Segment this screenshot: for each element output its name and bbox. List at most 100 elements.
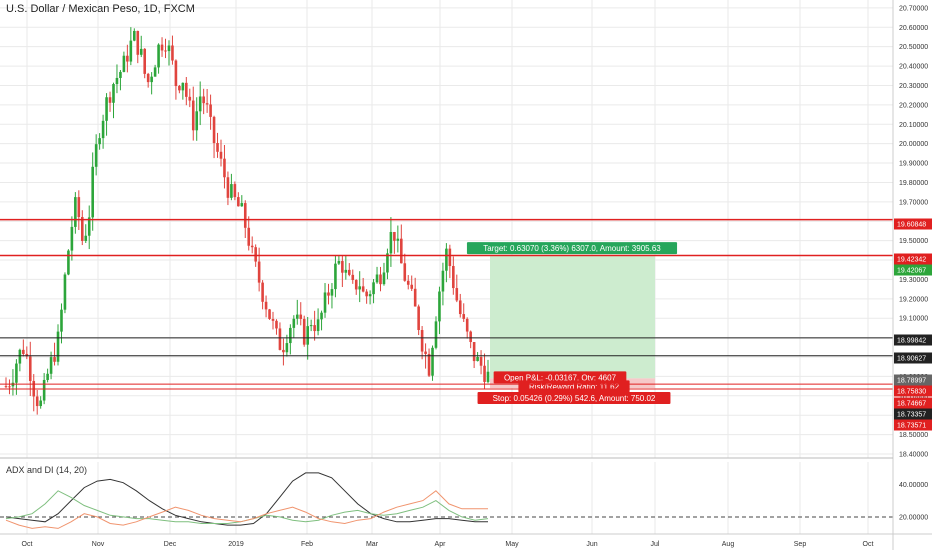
candle-body [243,203,247,228]
candle-body [479,357,483,366]
price-labels: 19.60848 19.42342 19.42067 18.99842 18.90627… [894,218,932,431]
position-tool[interactable]: Target: 0.63070 (3.36%) 6307.0, Amount: … [466,242,678,405]
candle-body [233,184,237,198]
target-label-box [466,242,678,255]
adx-line [5,472,488,526]
candle-body [63,274,67,310]
candle-body [157,44,160,68]
candle-body [289,327,292,344]
candle-body [42,379,46,401]
candle-body [53,357,56,362]
candle-body [223,158,226,178]
candle-body [462,314,466,319]
candle-body [271,318,275,321]
price-label: 18.90627 [897,356,926,363]
candle-body [108,97,112,103]
candle-body [87,217,91,236]
price-label: 18.99842 [897,338,926,345]
price-label-box [894,397,932,409]
candle-body [372,282,375,295]
candle-body [122,55,126,72]
candle-body [368,294,372,297]
candle-body [181,82,185,91]
rr-label: Risk/Reward Ratio: 11.62 [529,382,620,391]
x-tick-label: Aug [722,541,735,548]
candle-body [417,306,420,331]
candle-body [379,274,382,285]
candle-body [427,353,431,376]
candle-body [146,73,150,83]
candle-body [240,203,244,207]
candle-body [84,235,88,241]
candle-body [302,318,306,345]
candle-body [28,356,32,381]
ind-y-tick-label: 20.00000 [899,514,928,521]
candle-body [448,248,452,267]
candle-body [438,291,441,322]
candle-body [313,325,316,332]
horizontal-levels[interactable] [0,218,893,390]
stop-label-box [477,392,671,405]
candle-body [209,104,212,117]
candle-body [434,321,438,348]
candle-body [375,274,379,283]
candle-body [212,116,216,144]
candle-body [344,269,348,273]
price-label: 19.42067 [897,268,926,275]
candle-body [8,386,11,388]
y-tick-label: 18.40000 [899,452,928,459]
candle-body [174,60,178,87]
candle-body [268,309,271,319]
candle-body [382,272,386,285]
candle-body [441,270,445,292]
candle-body [452,266,455,289]
candle-body [22,349,25,354]
candle-body [91,166,94,218]
candlestick-series [4,27,490,415]
price-label-box [894,253,932,265]
price-label-box [894,334,932,346]
candle-body [178,86,181,91]
candle-body [254,247,257,262]
candle-body [351,274,355,281]
candle-body [320,312,323,320]
candle-body [347,269,351,275]
candle-body [458,300,462,315]
candle-body [195,111,199,131]
x-tick-label: Oct [22,541,33,548]
candle-body [365,291,368,297]
candle-body [119,71,122,78]
x-tick-label: Mar [366,541,379,548]
di_minus-line [5,490,488,529]
y-tick-label: 20.10000 [899,122,928,129]
candle-body [400,238,403,264]
candle-body [164,50,167,52]
candle-body [337,261,341,264]
candle-body [295,314,299,319]
candle-body [153,67,157,77]
candle-body [15,363,18,383]
candle-body [393,231,396,241]
chart-title: U.S. Dollar / Mexican Peso, 1D, FXCM [6,3,195,15]
candle-body [18,349,22,364]
y-tick-label: 19.90000 [899,161,928,168]
price-label-box [894,419,932,431]
candle-body [49,357,53,374]
candle-body [299,314,303,319]
x-tick-label: Jul [651,541,660,548]
candle-body [469,331,472,343]
candle-body [105,97,108,121]
candle-body [406,280,410,285]
candle-body [143,48,147,74]
candle-body [361,286,365,292]
candle-body [216,143,219,152]
candle-body [167,45,171,52]
candle-body [465,318,469,332]
adx-indicator-pane: 40.00000 20.00000 [0,472,928,529]
y-tick-label: 20.00000 [899,141,928,148]
candle-body [250,245,254,248]
candle-body [275,320,278,329]
candle-body [386,253,389,273]
candle-body [334,263,337,290]
